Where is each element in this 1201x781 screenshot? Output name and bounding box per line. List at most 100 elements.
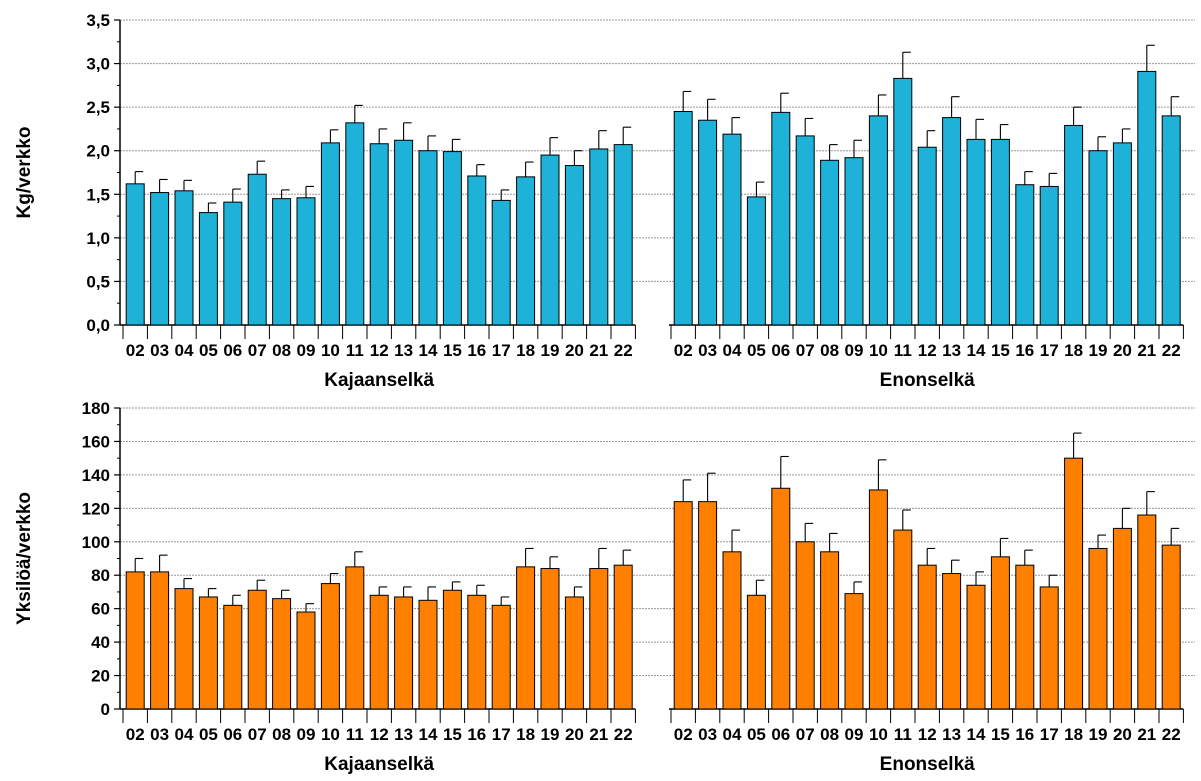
bar xyxy=(272,598,292,710)
group-label: Kajaanselkä xyxy=(324,370,434,391)
x-tick-label: 18 xyxy=(1064,341,1083,360)
bar xyxy=(613,564,633,710)
x-tick-label: 12 xyxy=(370,341,389,360)
x-tick-label: 15 xyxy=(991,725,1010,744)
bar xyxy=(722,133,742,326)
bar xyxy=(564,596,584,710)
x-tick-label: 08 xyxy=(272,341,291,360)
bar xyxy=(1064,124,1084,326)
x-tick-label: 11 xyxy=(346,725,364,744)
y-tick-label: 160 xyxy=(82,432,110,451)
x-tick-label: 09 xyxy=(297,341,316,360)
x-tick-label: 17 xyxy=(492,341,511,360)
bar xyxy=(844,593,864,710)
bar xyxy=(1161,544,1181,710)
bar xyxy=(771,487,791,710)
y-tick-label: 100 xyxy=(82,533,110,552)
bar xyxy=(540,568,560,710)
bar xyxy=(1088,150,1108,326)
x-tick-label: 08 xyxy=(272,725,291,744)
y-tick-label: 0,0 xyxy=(86,316,110,335)
x-tick-label: 16 xyxy=(1015,341,1034,360)
x-tick-label: 17 xyxy=(1040,725,1059,744)
y-tick-label: 3,5 xyxy=(86,11,110,30)
x-tick-label: 18 xyxy=(1064,725,1083,744)
x-tick-label: 03 xyxy=(698,725,717,744)
bar xyxy=(198,212,218,326)
x-tick-label: 19 xyxy=(541,341,560,360)
bar xyxy=(795,541,815,710)
bar xyxy=(1112,142,1132,326)
bar xyxy=(320,142,340,326)
x-tick-label: 14 xyxy=(419,725,438,744)
x-tick-label: 07 xyxy=(248,725,267,744)
x-tick-label: 13 xyxy=(394,725,413,744)
bar xyxy=(589,148,609,326)
x-tick-label: 15 xyxy=(991,341,1010,360)
x-tick-label: 14 xyxy=(967,725,986,744)
x-tick-label: 08 xyxy=(820,341,839,360)
bar xyxy=(698,119,718,326)
x-tick-label: 06 xyxy=(771,725,790,744)
x-tick-label: 22 xyxy=(614,725,633,744)
bar xyxy=(296,197,316,326)
x-tick-label: 21 xyxy=(1137,341,1156,360)
group-label: Kajaanselkä xyxy=(324,754,434,775)
bar xyxy=(125,571,145,710)
x-tick-label: 04 xyxy=(723,341,742,360)
bar xyxy=(491,199,511,326)
x-tick-label: 17 xyxy=(1040,341,1059,360)
y-tick-label: 0,5 xyxy=(86,272,110,291)
bar xyxy=(673,501,693,710)
y-tick-label: 3,0 xyxy=(86,55,110,74)
bar xyxy=(942,117,962,326)
x-tick-label: 15 xyxy=(443,725,462,744)
bar xyxy=(467,175,487,326)
x-tick-label: 16 xyxy=(1015,725,1034,744)
x-tick-label: 22 xyxy=(1162,341,1181,360)
bar xyxy=(1039,586,1059,710)
bar xyxy=(272,198,292,326)
x-tick-label: 10 xyxy=(869,725,888,744)
bar xyxy=(698,501,718,710)
bar xyxy=(1064,457,1084,710)
y-tick-label: 40 xyxy=(91,633,110,652)
bar xyxy=(320,583,340,710)
x-tick-label: 05 xyxy=(199,341,218,360)
y-tick-label: 1,5 xyxy=(86,185,110,204)
bar xyxy=(893,77,913,326)
bar xyxy=(247,173,267,326)
bar xyxy=(1039,185,1059,326)
x-tick-label: 17 xyxy=(492,725,511,744)
x-tick-label: 16 xyxy=(467,341,486,360)
x-tick-label: 12 xyxy=(918,341,937,360)
x-tick-label: 16 xyxy=(467,725,486,744)
bar xyxy=(467,594,487,710)
x-tick-label: 03 xyxy=(698,341,717,360)
y-tick-label: 60 xyxy=(91,600,110,619)
x-tick-label: 10 xyxy=(869,341,888,360)
y-tick-label: 2,0 xyxy=(86,142,110,161)
bar xyxy=(369,143,389,326)
bar xyxy=(442,589,462,710)
group-label: Enonselkä xyxy=(880,754,975,775)
x-tick-label: 21 xyxy=(589,341,608,360)
bar xyxy=(613,144,633,326)
bar xyxy=(394,596,414,710)
bar xyxy=(868,489,888,710)
bar xyxy=(820,551,840,710)
bar xyxy=(564,165,584,326)
y-tick-label: 2,5 xyxy=(86,98,110,117)
bar xyxy=(771,111,791,326)
y-tick-label: 0 xyxy=(101,700,110,719)
x-tick-label: 12 xyxy=(918,725,937,744)
x-tick-label: 04 xyxy=(723,725,742,744)
x-tick-label: 08 xyxy=(820,725,839,744)
x-tick-label: 09 xyxy=(297,725,316,744)
bar xyxy=(540,154,560,326)
x-tick-label: 21 xyxy=(589,725,608,744)
bar xyxy=(491,604,511,710)
x-tick-label: 06 xyxy=(223,341,242,360)
bar xyxy=(917,564,937,710)
